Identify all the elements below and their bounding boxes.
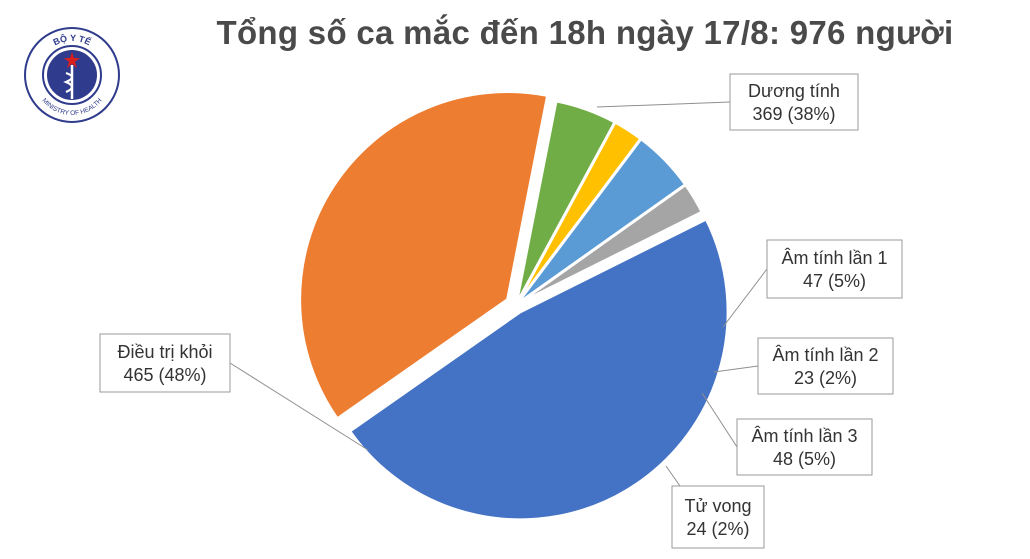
slice-value-label: 24 (2%) bbox=[686, 519, 749, 539]
leader-line bbox=[229, 362, 369, 451]
slice-label: Dương tính bbox=[748, 81, 840, 101]
chart-title: Tổng số ca mắc đến 18h ngày 17/8: 976 ng… bbox=[216, 14, 954, 51]
leader-line bbox=[665, 465, 681, 487]
slice-label: Âm tính lần 1 bbox=[781, 248, 887, 268]
slice-value-label: 369 (38%) bbox=[752, 104, 835, 124]
callout-box bbox=[671, 485, 765, 549]
callout-duong-tinh: Dương tính 369 (38%) bbox=[596, 73, 859, 131]
callout-box bbox=[757, 337, 894, 395]
callout-box bbox=[736, 418, 873, 476]
slice-value-label: 47 (5%) bbox=[803, 271, 866, 291]
callout-box bbox=[99, 333, 231, 393]
leader-line bbox=[722, 268, 768, 328]
slice-value-label: 23 (2%) bbox=[794, 368, 857, 388]
slice-label: Điều trị khỏi bbox=[117, 342, 212, 362]
leader-line bbox=[713, 365, 759, 373]
pie-slice-dieu-tri-khoi bbox=[348, 217, 730, 522]
slice-label: Âm tính lần 3 bbox=[751, 426, 857, 446]
leader-line bbox=[596, 101, 731, 108]
pie-slice-duong-tinh bbox=[298, 90, 550, 421]
callout-dieu-tri-khoi: Điều trị khỏi 465 (48%) bbox=[99, 333, 369, 451]
svg-text:BỘ Y TẾ: BỘ Y TẾ bbox=[52, 32, 93, 47]
callout-tu-vong: Tử vong 24 (2%) bbox=[665, 465, 765, 549]
slice-label: Tử vong bbox=[684, 496, 751, 516]
ministry-of-health-logo: BỘ Y TẾ MINISTRY OF HEALTH bbox=[24, 27, 120, 123]
callout-am-tinh-lan-1: Âm tính lần 1 47 (5%) bbox=[722, 239, 903, 328]
slice-value-label: 48 (5%) bbox=[773, 449, 836, 469]
star-icon bbox=[64, 52, 80, 68]
callout-box bbox=[729, 73, 859, 131]
callout-am-tinh-lan-3: Âm tính lần 3 48 (5%) bbox=[701, 392, 873, 476]
slice-label: Âm tính lần 2 bbox=[772, 345, 878, 365]
callout-am-tinh-lan-2: Âm tính lần 2 23 (2%) bbox=[713, 337, 894, 395]
pie-slice-tu-vong bbox=[514, 183, 704, 307]
slice-value-label: 465 (48%) bbox=[123, 365, 206, 385]
leader-line bbox=[701, 392, 738, 448]
pie-slices bbox=[298, 90, 730, 522]
serpent-icon bbox=[63, 71, 74, 94]
callout-box bbox=[766, 239, 903, 299]
